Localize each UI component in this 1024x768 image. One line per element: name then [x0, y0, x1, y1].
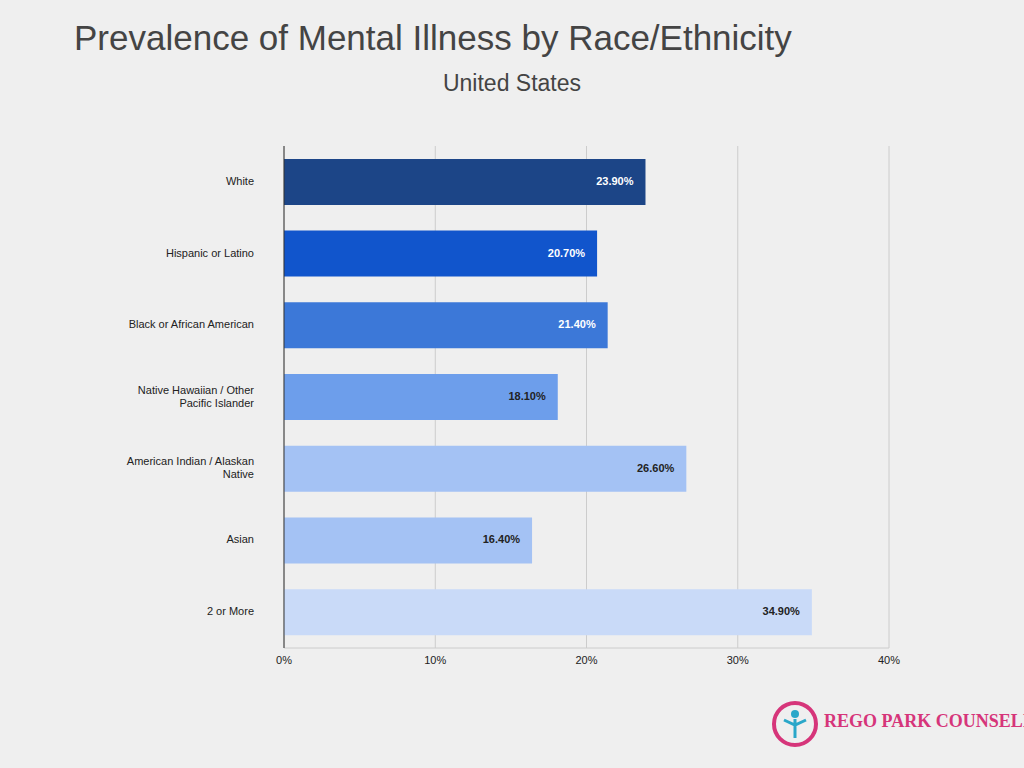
svg-text:0%: 0% — [276, 654, 292, 666]
svg-text:16.40%: 16.40% — [483, 533, 521, 545]
svg-text:Native Hawaiian / OtherPacific: Native Hawaiian / OtherPacific Islander — [138, 383, 255, 408]
svg-text:40%: 40% — [878, 654, 900, 666]
svg-text:2 or More: 2 or More — [207, 605, 254, 617]
svg-text:Hispanic or Latino: Hispanic or Latino — [166, 246, 254, 258]
html-text:United States: United States — [443, 70, 581, 96]
svg-text:Black or African American: Black or African American — [129, 318, 254, 330]
svg-text:Asian: Asian — [226, 533, 254, 545]
html-text:Prevalence of Mental Illness b: Prevalence of Mental Illness by Race/Eth… — [74, 18, 792, 57]
svg-text:21.40%: 21.40% — [558, 318, 596, 330]
svg-text:White: White — [226, 175, 254, 187]
svg-text:18.10%: 18.10% — [508, 390, 546, 402]
svg-text:20%: 20% — [575, 654, 597, 666]
svg-text:34.90%: 34.90% — [763, 605, 801, 617]
svg-text:20.70%: 20.70% — [548, 247, 586, 259]
svg-text:30%: 30% — [727, 654, 749, 666]
svg-text:American Indian / AlaskanNativ: American Indian / AlaskanNative — [127, 455, 254, 480]
svg-text:23.90%: 23.90% — [596, 175, 634, 187]
svg-text:10%: 10% — [424, 654, 446, 666]
svg-text:26.60%: 26.60% — [637, 462, 675, 474]
